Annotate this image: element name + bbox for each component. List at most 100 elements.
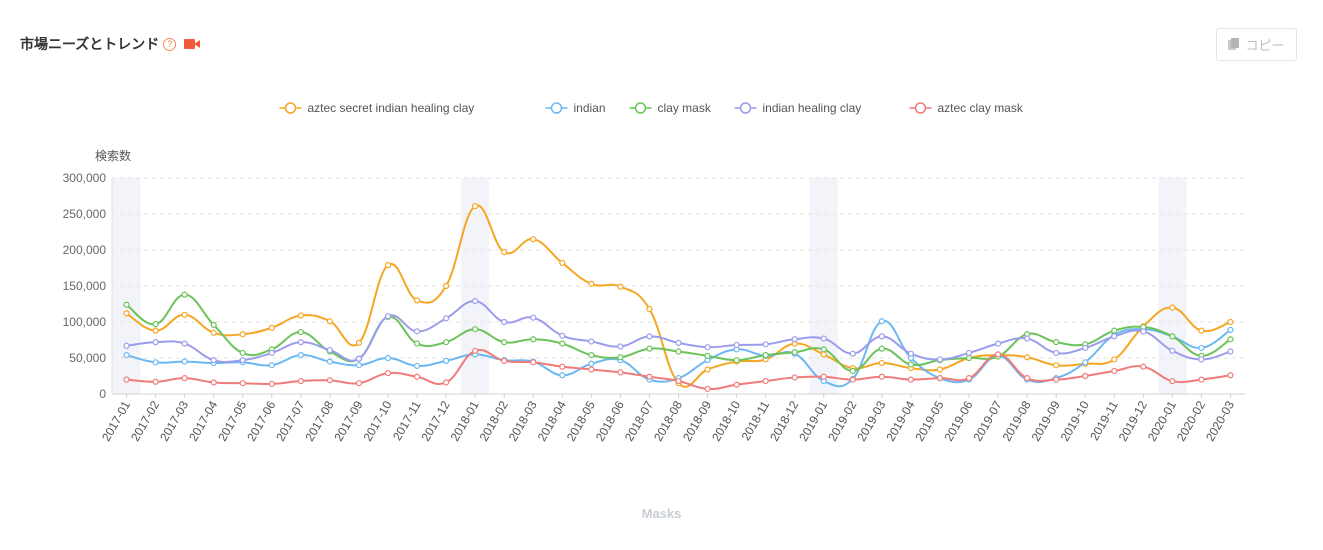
data-point xyxy=(588,280,595,287)
data-point xyxy=(1198,327,1205,334)
data-point xyxy=(181,375,188,382)
legend-label: indian xyxy=(574,101,606,115)
data-point xyxy=(1024,335,1031,342)
data-point xyxy=(1082,372,1089,380)
data-point xyxy=(1053,376,1060,383)
data-point xyxy=(152,327,159,334)
video-camera-icon[interactable] xyxy=(184,39,201,49)
y-tick-label: 250,000 xyxy=(63,207,107,221)
legend-label: aztec secret indian healing clay xyxy=(308,101,475,115)
y-tick-label: 0 xyxy=(99,387,106,401)
data-point xyxy=(442,339,450,346)
data-point xyxy=(559,372,566,379)
data-point xyxy=(1111,333,1118,340)
data-point xyxy=(326,358,333,365)
copy-button[interactable]: コピー xyxy=(1216,28,1297,61)
data-point xyxy=(152,359,159,366)
data-point xyxy=(762,352,769,359)
data-point xyxy=(878,318,885,325)
data-point xyxy=(501,339,508,346)
page-title: 市場ニーズとトレンド xyxy=(20,36,160,52)
data-point xyxy=(907,376,915,383)
data-point xyxy=(1082,359,1089,366)
data-point xyxy=(355,362,363,369)
data-point xyxy=(530,336,537,343)
data-point xyxy=(675,377,682,385)
data-point xyxy=(1198,344,1205,352)
data-point xyxy=(442,315,450,322)
data-point xyxy=(936,375,944,382)
data-point xyxy=(297,377,304,385)
y-tick-label: 300,000 xyxy=(63,171,107,185)
legend-label: clay mask xyxy=(658,101,712,115)
data-point xyxy=(936,366,944,373)
legend-item-0: aztec secret indian healing clay xyxy=(279,101,475,115)
series-3 xyxy=(123,298,1234,364)
data-point xyxy=(965,354,973,362)
data-point xyxy=(588,352,595,359)
data-point xyxy=(675,348,682,355)
data-point xyxy=(181,291,188,298)
data-point xyxy=(820,351,827,358)
data-point xyxy=(646,305,653,313)
data-point xyxy=(239,349,246,357)
data-point xyxy=(646,345,653,352)
data-point xyxy=(210,321,217,328)
data-point xyxy=(472,202,479,210)
data-point xyxy=(413,340,421,347)
data-point xyxy=(1169,347,1176,354)
legend-swatch-marker xyxy=(550,102,563,114)
data-point xyxy=(123,310,130,317)
legend-label: aztec clay mask xyxy=(938,101,1024,115)
data-point xyxy=(1227,372,1234,379)
data-point xyxy=(268,362,275,369)
data-point xyxy=(762,377,769,385)
legend-swatch-marker xyxy=(914,102,927,114)
data-point xyxy=(326,346,333,354)
data-point xyxy=(413,362,421,370)
data-point xyxy=(617,283,624,290)
data-point xyxy=(1140,363,1147,370)
data-point xyxy=(704,352,711,359)
data-point xyxy=(878,345,885,352)
data-point xyxy=(123,301,130,308)
data-point xyxy=(472,347,479,354)
data-point xyxy=(355,380,363,387)
data-point xyxy=(994,351,1002,358)
data-point xyxy=(297,339,304,346)
data-point xyxy=(936,356,944,363)
data-point xyxy=(210,329,217,336)
data-point xyxy=(239,357,246,364)
data-point xyxy=(559,363,566,370)
data-point xyxy=(1169,304,1176,311)
data-point xyxy=(413,297,421,304)
section-header: 市場ニーズとトレンド ? xyxy=(20,34,201,54)
data-point xyxy=(530,236,537,243)
data-point xyxy=(1227,318,1234,326)
data-point xyxy=(297,328,304,336)
x-tick-label: 2019-10 xyxy=(1058,398,1092,443)
data-point xyxy=(907,361,915,368)
data-point xyxy=(384,354,392,362)
data-point xyxy=(326,377,333,384)
data-point xyxy=(384,370,392,377)
data-point xyxy=(791,336,798,343)
data-point xyxy=(181,311,188,318)
data-point xyxy=(588,360,595,367)
y-tick-label: 150,000 xyxy=(63,279,107,293)
data-point xyxy=(530,359,537,366)
data-point xyxy=(965,349,973,357)
data-point xyxy=(297,312,304,319)
data-point xyxy=(297,352,304,359)
data-point xyxy=(1227,348,1234,355)
data-point xyxy=(152,321,159,328)
data-point xyxy=(791,374,798,381)
data-point xyxy=(1227,326,1234,334)
question-circle-icon[interactable]: ? xyxy=(163,37,177,51)
x-tick-label: 2017-10 xyxy=(360,398,394,443)
data-point xyxy=(123,376,130,383)
data-point xyxy=(1053,339,1060,346)
data-point xyxy=(1198,356,1205,363)
data-point xyxy=(617,354,624,361)
data-point xyxy=(704,385,711,393)
